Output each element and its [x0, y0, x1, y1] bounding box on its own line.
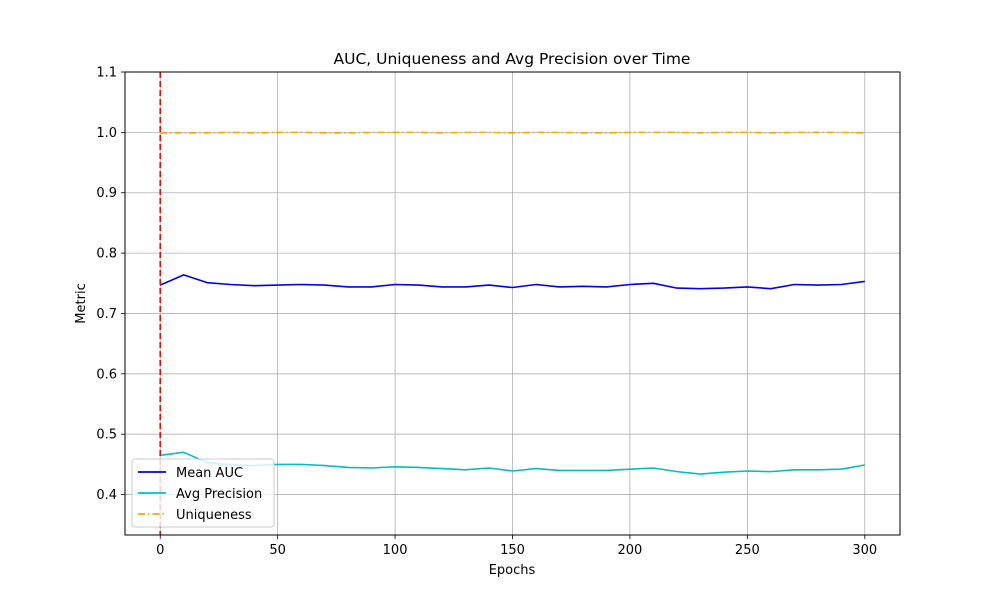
x-tick-label: 150 — [500, 543, 525, 558]
x-tick-label: 0 — [156, 543, 164, 558]
legend-label-mean-auc: Mean AUC — [176, 466, 243, 481]
legend-box — [131, 458, 275, 528]
x-tick-label: 300 — [852, 543, 877, 558]
series-layer — [159, 72, 865, 535]
y-tick-label: 0.5 — [96, 428, 117, 443]
ticks: 0 50 100 150 200 250 300 0.4 0.5 0.6 0.7 0.8 0.9 1.0 1… — [96, 66, 877, 559]
x-tick-label: 50 — [269, 543, 286, 558]
legend-label-avg-precision: Avg Precision — [176, 487, 262, 502]
y-tick-label: 0.7 — [96, 307, 117, 322]
legend: Mean AUC Avg Precision Uniqueness — [131, 458, 275, 528]
y-tick-label: 1.0 — [96, 126, 117, 141]
series-line-uniqueness — [160, 131, 865, 134]
chart-title: AUC, Uniqueness and Avg Precision over T… — [334, 50, 691, 68]
x-axis-label: Epochs — [489, 563, 536, 578]
series-line-mean-auc — [159, 274, 865, 290]
y-tick-label: 0.6 — [96, 367, 117, 382]
y-axis-label: Metric — [74, 283, 89, 323]
y-tick-label: 0.9 — [96, 186, 117, 201]
y-tick-label: 1.1 — [96, 66, 117, 81]
legend-label-uniqueness: Uniqueness — [176, 508, 252, 523]
x-tick-label: 250 — [735, 543, 760, 558]
x-tick-label: 100 — [383, 543, 408, 558]
y-tick-label: 0.4 — [96, 488, 117, 503]
y-tick-label: 0.8 — [96, 247, 117, 262]
x-tick-label: 200 — [618, 543, 643, 558]
series-line-avg-precision — [160, 451, 865, 475]
